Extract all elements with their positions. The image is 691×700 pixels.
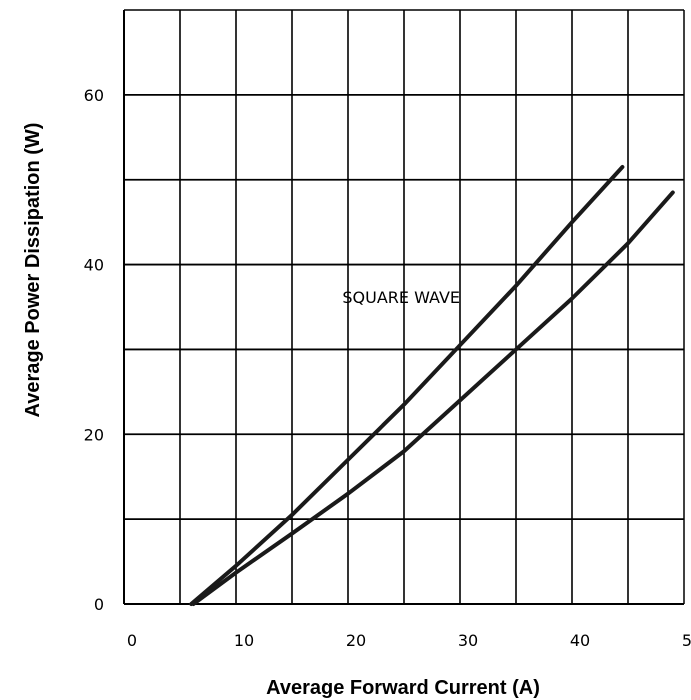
x-tick-label: 20 bbox=[346, 631, 366, 650]
y-tick-label: 40 bbox=[84, 256, 104, 275]
curve-line-1 bbox=[189, 164, 625, 606]
tick-labels: 0 10 20 30 40 50 0 20 40 60 bbox=[84, 86, 691, 650]
x-tick-label: 40 bbox=[570, 631, 590, 650]
x-tick-label: 50 bbox=[682, 631, 691, 650]
x-tick-label: 10 bbox=[234, 631, 254, 650]
y-tick-label: 20 bbox=[84, 425, 104, 444]
y-tick-label: 60 bbox=[84, 86, 104, 105]
x-tick-label: 30 bbox=[458, 631, 478, 650]
y-axis-title: Average Power Dissipation (W) bbox=[22, 123, 44, 418]
x-tick-label: 0 bbox=[127, 631, 137, 650]
curve-line-2 bbox=[191, 190, 675, 606]
y-tick-label: 0 bbox=[94, 595, 104, 614]
annotations: SQUARE WAVE bbox=[342, 288, 460, 307]
data-series bbox=[189, 164, 675, 606]
annotation-label: SQUARE WAVE bbox=[342, 288, 460, 307]
axis-frame bbox=[123, 9, 685, 605]
grid-lines bbox=[124, 10, 684, 604]
x-axis-title: Average Forward Current (A) bbox=[266, 677, 540, 699]
